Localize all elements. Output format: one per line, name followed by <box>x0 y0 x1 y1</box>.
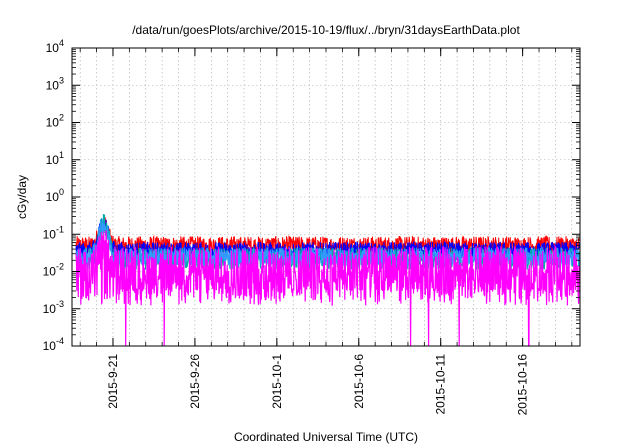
data-series <box>75 213 580 347</box>
y-tick-label: 10-2 <box>43 262 64 279</box>
x-tick-label: 2015-10-6 <box>352 354 366 409</box>
x-tick-label: 2015-10-16 <box>516 354 530 416</box>
x-tick-label: 2015-9-26 <box>188 354 202 409</box>
y-tick-label: 101 <box>46 150 64 167</box>
y-tick-label: 100 <box>46 187 64 204</box>
series-line-5 <box>75 230 580 347</box>
y-axis-label: cGy/day <box>15 175 29 219</box>
y-tick-label: 102 <box>46 113 64 130</box>
x-axis-label: Coordinated Universal Time (UTC) <box>234 430 418 444</box>
x-axis: 2015-9-21 2015-9-26 2015-10-1 2015-10-6 2015… <box>79 48 573 416</box>
y-tick-label: 10-4 <box>43 336 64 353</box>
y-tick-label: 103 <box>46 75 64 92</box>
y-tick-label: 104 <box>46 38 64 55</box>
y-axis: 10-4 10-3 10-2 10-1 100 101 102 103 104 <box>43 38 580 353</box>
y-tick-label: 10-3 <box>43 299 64 316</box>
x-tick-label: 2015-9-21 <box>106 354 120 409</box>
chart-title: /data/run/goesPlots/archive/2015-10-19/f… <box>132 23 520 37</box>
grid <box>72 47 580 347</box>
x-tick-label: 2015-10-1 <box>270 354 284 409</box>
y-tick-label: 10-1 <box>43 224 64 241</box>
x-tick-label: 2015-10-11 <box>434 354 448 415</box>
